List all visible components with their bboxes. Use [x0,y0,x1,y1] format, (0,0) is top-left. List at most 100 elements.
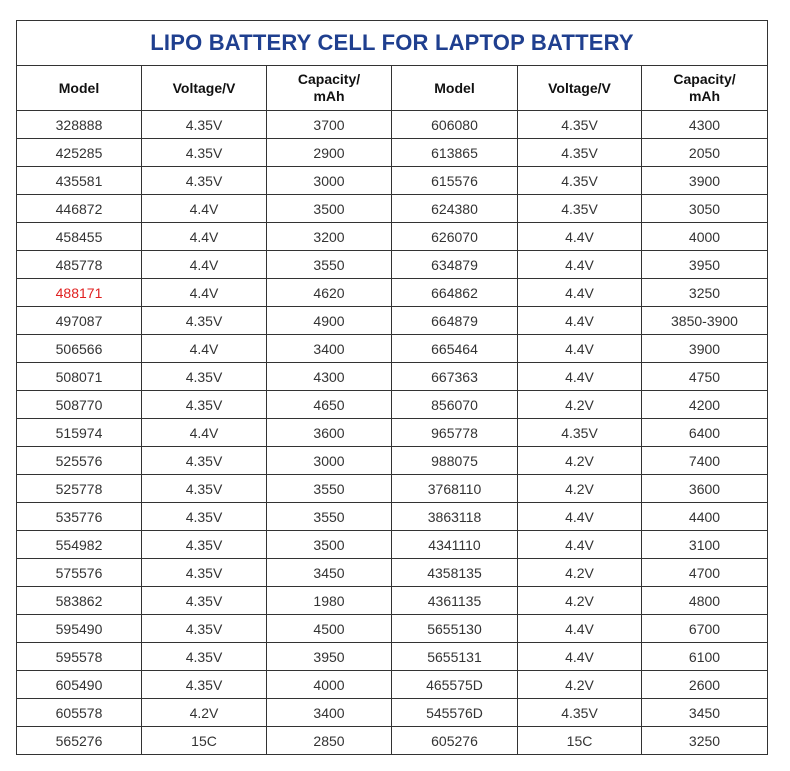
cell-capacity-2: 6700 [641,614,768,643]
cell-capacity-2: 2050 [641,138,768,167]
table-row: 446872 4.4V 3500 624380 4.35V 3050 [16,194,768,223]
cell-model: 458455 [16,222,142,251]
cell-model-2: 3768110 [391,474,518,503]
cell-capacity-2: 6400 [641,418,768,447]
cell-voltage: 4.35V [141,530,267,559]
cell-capacity: 2900 [266,138,392,167]
cell-capacity-2: 4750 [641,362,768,391]
cell-model: 605578 [16,698,142,727]
table-row: 595490 4.35V 4500 5655130 4.4V 6700 [16,614,768,643]
cell-model-2: 4361135 [391,586,518,615]
table-row: 575576 4.35V 3450 4358135 4.2V 4700 [16,558,768,587]
cell-voltage-2: 4.4V [517,278,642,307]
cell-model-2: 4358135 [391,558,518,587]
header-model-2: Model [391,65,518,111]
cell-voltage-2: 4.2V [517,446,642,475]
cell-voltage-2: 4.2V [517,558,642,587]
cell-model: 435581 [16,166,142,195]
cell-model-2: 4341110 [391,530,518,559]
cell-voltage-2: 4.4V [517,362,642,391]
table-row: 515974 4.4V 3600 965778 4.35V 6400 [16,418,768,447]
cell-voltage: 4.35V [141,502,267,531]
battery-table: LIPO BATTERY CELL FOR LAPTOP BATTERY Mod… [16,20,768,755]
cell-model-2: 545576D [391,698,518,727]
cell-model: 488171 [16,278,142,307]
table-row: 605490 4.35V 4000 465575D 4.2V 2600 [16,670,768,699]
header-capacity-2: Capacity/ mAh [641,65,768,111]
cell-capacity-2: 3450 [641,698,768,727]
cell-model-2: 3863118 [391,502,518,531]
cell-voltage: 4.35V [141,446,267,475]
cell-voltage-2: 4.35V [517,698,642,727]
cell-capacity-2: 3050 [641,194,768,223]
cell-model-2: 665464 [391,334,518,363]
cell-capacity: 3200 [266,222,392,251]
table-row: 328888 4.35V 3700 606080 4.35V 4300 [16,110,768,139]
cell-model: 506566 [16,334,142,363]
table-title: LIPO BATTERY CELL FOR LAPTOP BATTERY [16,20,768,66]
cell-voltage: 4.35V [141,670,267,699]
cell-capacity-2: 6100 [641,642,768,671]
cell-voltage: 4.35V [141,390,267,419]
table-row: 485778 4.4V 3550 634879 4.4V 3950 [16,250,768,279]
cell-model: 565276 [16,726,142,755]
cell-model: 446872 [16,194,142,223]
cell-model-2: 667363 [391,362,518,391]
header-row: Model Voltage/V Capacity/ mAh Model Volt… [16,65,768,111]
cell-capacity-2: 4300 [641,110,768,139]
cell-capacity-2: 2600 [641,670,768,699]
cell-capacity-2: 3250 [641,278,768,307]
cell-model: 508770 [16,390,142,419]
cell-voltage: 15C [141,726,267,755]
header-model: Model [16,65,142,111]
cell-voltage: 4.35V [141,586,267,615]
table-row: 506566 4.4V 3400 665464 4.4V 3900 [16,334,768,363]
cell-capacity-2: 3900 [641,166,768,195]
header-capacity: Capacity/ mAh [266,65,392,111]
table-row: 435581 4.35V 3000 615576 4.35V 3900 [16,166,768,195]
table-row: 605578 4.2V 3400 545576D 4.35V 3450 [16,698,768,727]
cell-voltage-2: 4.4V [517,222,642,251]
cell-capacity: 3700 [266,110,392,139]
cell-voltage-2: 4.4V [517,502,642,531]
cell-model: 535776 [16,502,142,531]
cell-voltage-2: 4.2V [517,670,642,699]
table-row: 535776 4.35V 3550 3863118 4.4V 4400 [16,502,768,531]
cell-model: 508071 [16,362,142,391]
cell-voltage-2: 4.35V [517,138,642,167]
cell-model: 525778 [16,474,142,503]
cell-capacity-2: 7400 [641,446,768,475]
cell-model: 554982 [16,530,142,559]
cell-capacity: 3500 [266,530,392,559]
cell-capacity: 2850 [266,726,392,755]
cell-voltage: 4.4V [141,250,267,279]
cell-model: 605490 [16,670,142,699]
cell-model: 328888 [16,110,142,139]
cell-capacity-2: 3250 [641,726,768,755]
cell-capacity: 3600 [266,418,392,447]
cell-capacity: 3400 [266,698,392,727]
cell-voltage-2: 15C [517,726,642,755]
table-row: 525576 4.35V 3000 988075 4.2V 7400 [16,446,768,475]
cell-voltage-2: 4.4V [517,642,642,671]
cell-voltage: 4.35V [141,138,267,167]
cell-model-2: 965778 [391,418,518,447]
cell-voltage: 4.35V [141,474,267,503]
cell-model-2: 634879 [391,250,518,279]
cell-model: 525576 [16,446,142,475]
table-row: 508071 4.35V 4300 667363 4.4V 4750 [16,362,768,391]
cell-model-2: 606080 [391,110,518,139]
cell-voltage-2: 4.4V [517,614,642,643]
cell-model-2: 605276 [391,726,518,755]
cell-capacity-2: 4000 [641,222,768,251]
table-body: 328888 4.35V 3700 606080 4.35V 4300 425285 4.35… [16,110,768,755]
cell-model-2: 465575D [391,670,518,699]
cell-voltage: 4.35V [141,558,267,587]
header-voltage-2: Voltage/V [517,65,642,111]
cell-capacity-2: 4800 [641,586,768,615]
cell-capacity: 4900 [266,306,392,335]
table-row: 565276 15C 2850 605276 15C 3250 [16,726,768,755]
cell-voltage: 4.4V [141,418,267,447]
cell-capacity: 4620 [266,278,392,307]
cell-capacity: 3550 [266,502,392,531]
